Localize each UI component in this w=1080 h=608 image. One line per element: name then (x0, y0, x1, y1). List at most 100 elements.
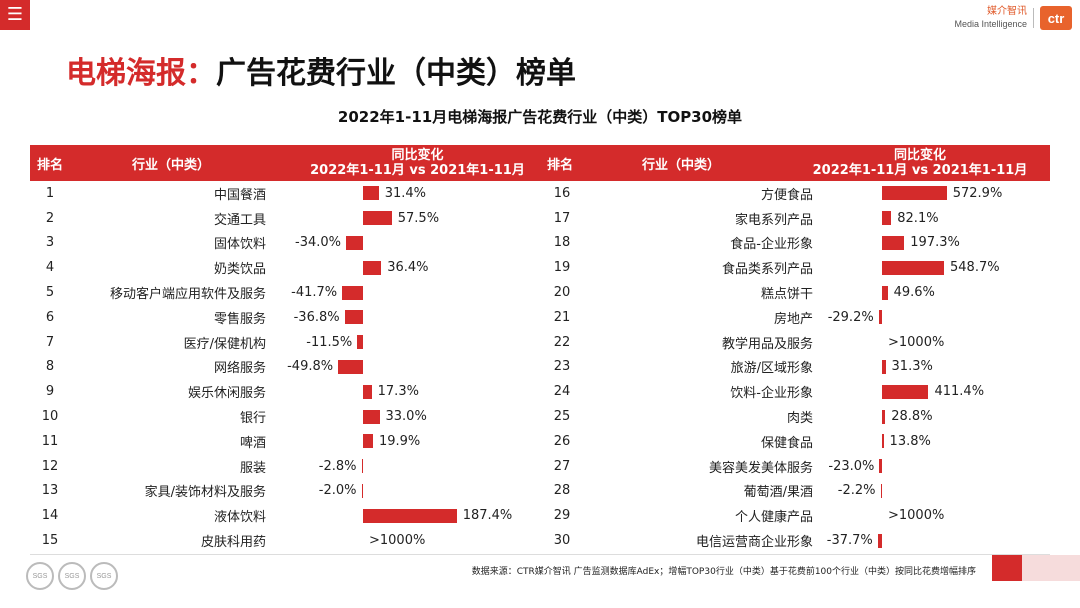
table-row: 29 个人健康产品 >1000% (540, 503, 1050, 528)
page-title-rest: 广告花费行业（中类）榜单 (216, 56, 576, 91)
rank-number: 10 (41, 409, 59, 425)
table-row: 13 家具/装饰材料及服务 -2.0% (30, 479, 550, 504)
industry-name: 啤酒 (239, 435, 266, 451)
change-bar (882, 285, 888, 300)
table-row: 23 旅游/区域形象 31.3% (540, 355, 1050, 380)
bar-value-label: -29.2% (827, 309, 874, 325)
ranking-list-left: 1 中国餐酒 31.4% 2 交通工具 57.5% 3 固体饮料 -34.0% 4 奶类饮品 36.4… (30, 181, 550, 552)
rank-number: 14 (41, 508, 59, 524)
change-bar (878, 310, 882, 325)
rank-number: 20 (553, 285, 571, 301)
table-row: 16 方便食品 572.9% (540, 181, 1050, 206)
bar-value-label: 197.3% (910, 235, 960, 251)
header-change: 同比变化 2022年1-11月 vs 2021年1-11月 (280, 145, 555, 181)
change-bar (882, 359, 886, 374)
table-row: 2 交通工具 57.5% (30, 206, 550, 231)
rank-number: 22 (553, 334, 571, 350)
change-bar (882, 211, 892, 226)
industry-name: 移动客户端应用软件及服务 (109, 287, 266, 303)
change-bar (363, 409, 380, 424)
change-bar (882, 186, 947, 201)
bar-value-label: -36.8% (293, 309, 340, 325)
bar-value-label: >1000% (888, 508, 945, 524)
ctr-logo-icon: ctr (1040, 6, 1072, 30)
industry-name: 肉类 (786, 411, 813, 427)
industry-name: 旅游/区域形象 (730, 361, 813, 377)
rank-number: 8 (45, 359, 55, 375)
header-industry: 行业（中类） (132, 157, 211, 173)
table-row: 9 娱乐休闲服务 17.3% (30, 379, 550, 404)
header-rank: 排名 (36, 157, 63, 173)
bar-value-label: 49.6% (893, 285, 935, 301)
rank-number: 7 (45, 334, 55, 350)
bar-value-label: 82.1% (897, 210, 939, 226)
change-bar (363, 260, 382, 275)
change-bar (363, 211, 392, 226)
table-row: 28 葡萄酒/果酒 -2.2% (540, 479, 1050, 504)
header-change-right-line2: 2022年1-11月 vs 2021年1-11月 (812, 163, 1028, 178)
industry-name: 教学用品及服务 (721, 336, 813, 352)
brand-logo-area: 媒介智讯 Media Intelligence ctr (954, 4, 1072, 32)
bar-value-label: 411.4% (934, 384, 985, 400)
certification-seals: SGS SGS SGS (26, 562, 118, 590)
table-row: 19 食品类系列产品 548.7% (540, 255, 1050, 280)
ranking-list-right: 16 方便食品 572.9% 17 家电系列产品 82.1% 18 食品-企业形象 197.3%… (540, 181, 1050, 552)
hamburger-icon[interactable]: ☰ (0, 0, 30, 30)
rank-number: 18 (553, 235, 571, 251)
industry-name: 糕点饼干 (760, 287, 813, 303)
industry-name: 个人健康产品 (734, 510, 813, 526)
bar-value-label: -34.0% (295, 235, 341, 251)
industry-name: 服装 (239, 460, 266, 476)
bar-value-label: 19.9% (378, 433, 421, 449)
rank-number: 12 (41, 458, 59, 474)
industry-name: 房地产 (773, 311, 813, 327)
table-row: 4 奶类饮品 36.4% (30, 255, 550, 280)
table-row: 12 服装 -2.8% (30, 454, 550, 479)
change-bar (882, 384, 929, 399)
change-bar (363, 434, 373, 449)
industry-name: 医疗/保健机构 (183, 336, 266, 352)
table-row: 15 皮肤科用药 >1000% (30, 528, 550, 553)
bar-value-label: 187.4% (462, 508, 513, 524)
change-bar (344, 310, 363, 325)
industry-name: 娱乐休闲服务 (187, 386, 266, 402)
table-row: 20 糕点饼干 49.6% (540, 280, 1050, 305)
rank-number: 24 (553, 384, 571, 400)
bar-value-label: >1000% (888, 334, 945, 350)
table-row: 24 饮料-企业形象 411.4% (540, 379, 1050, 404)
footer-pink-block (1022, 555, 1080, 581)
rank-number: 15 (41, 533, 59, 549)
change-bar (338, 359, 363, 374)
change-bar (363, 186, 379, 201)
footer-divider (30, 554, 1050, 555)
industry-name: 皮肤科用药 (200, 535, 266, 551)
rank-number: 28 (553, 483, 571, 499)
bar-value-label: 33.0% (385, 409, 427, 425)
bar-value-label: 572.9% (952, 185, 1003, 201)
industry-name: 固体饮料 (213, 237, 266, 253)
table-row: 5 移动客户端应用软件及服务 -41.7% (30, 280, 550, 305)
bar-value-label: -37.7% (826, 533, 873, 549)
header-change-right-line1: 同比变化 (893, 148, 946, 163)
bar-value-label: 57.5% (397, 210, 440, 226)
industry-name: 中国餐酒 (213, 187, 266, 203)
industry-name: 饮料-企业形象 (730, 386, 813, 402)
bar-value-label: 28.8% (891, 409, 933, 425)
industry-name: 网络服务 (213, 361, 266, 377)
bar-value-label: 31.4% (384, 185, 426, 201)
bar-value-label: -11.5% (306, 334, 353, 350)
change-bar (342, 285, 363, 300)
change-bar (361, 459, 363, 474)
bar-value-label: -41.7% (291, 285, 338, 301)
header-change-line1: 同比变化 (391, 148, 444, 163)
change-bar (346, 235, 363, 250)
table-row: 11 啤酒 19.9% (30, 429, 550, 454)
table-row: 10 银行 33.0% (30, 404, 550, 429)
bar-value-label: -2.2% (837, 483, 876, 499)
data-source-note: 数据来源：CTR媒介智讯 广告监测数据库AdEx；增幅TOP30行业（中类）基于… (471, 567, 976, 577)
table-row: 27 美容美发美体服务 -23.0% (540, 454, 1050, 479)
table-row: 21 房地产 -29.2% (540, 305, 1050, 330)
rank-number: 21 (553, 309, 571, 325)
rank-number: 27 (553, 458, 571, 474)
header-change-right: 同比变化 2022年1-11月 vs 2021年1-11月 (775, 145, 1065, 181)
